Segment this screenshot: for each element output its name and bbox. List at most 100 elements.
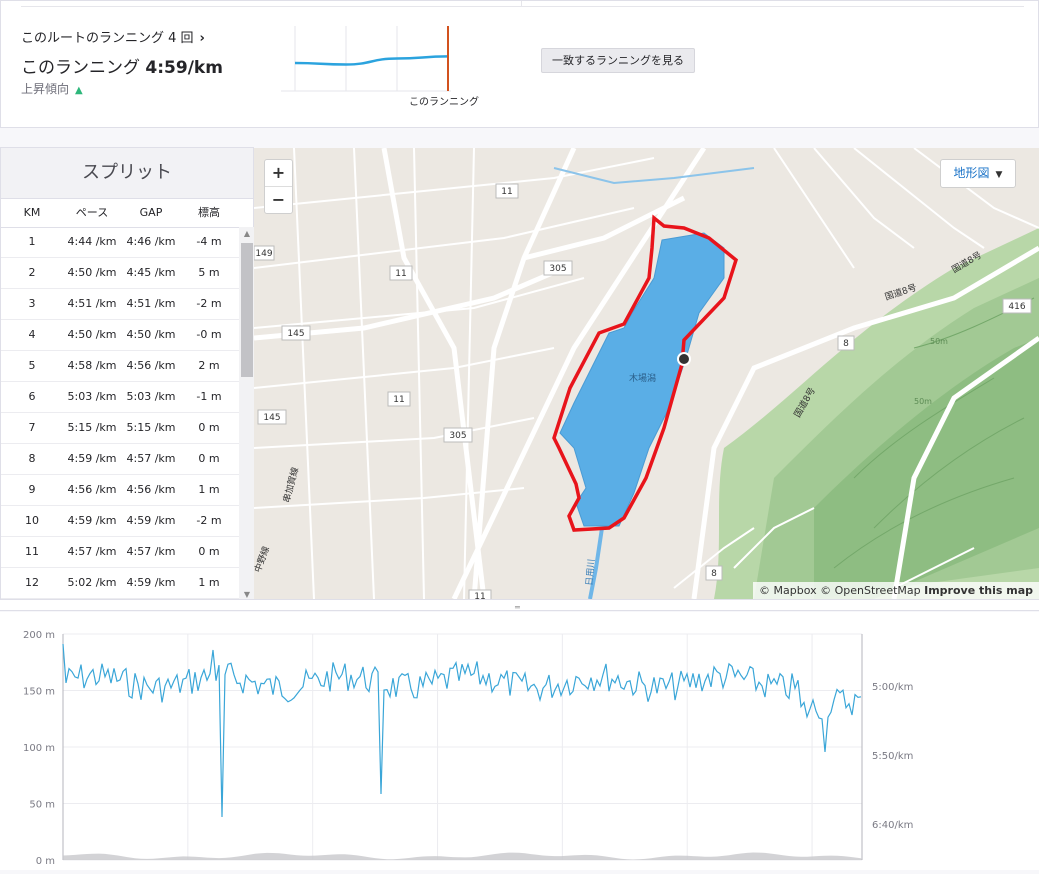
road-shield [254, 245, 275, 261]
road-name-label: 串加賀線 [280, 466, 301, 504]
mapbox-attribution-link[interactable]: © Mapbox [759, 584, 817, 597]
split-pace: 5:03 /km [67, 390, 117, 403]
zoom-out-button[interactable]: − [271, 190, 286, 209]
view-matched-runs-button[interactable]: 一致するランニングを見る [541, 48, 695, 73]
resize-handle[interactable]: ═ [0, 599, 1039, 612]
split-km: 7 [28, 421, 36, 434]
scroll-thumb[interactable] [241, 243, 253, 377]
map-layer-dropdown[interactable]: 地形図 ▼ [940, 159, 1016, 188]
split-elevation: -2 m [196, 514, 222, 527]
split-row[interactable]: 2 4:50 /km 4:45 /km 5 m [1, 258, 239, 289]
checkered-flag-icon[interactable] [677, 352, 691, 366]
splits-table-body[interactable]: 1 4:44 /km 4:46 /km -4 m 2 4:50 /km 4:45 /km 5 … [1, 227, 239, 602]
split-row[interactable]: 1 4:44 /km 4:46 /km -4 m [1, 227, 239, 258]
road-shield-label: 145 [263, 413, 280, 423]
elevation-area [63, 852, 862, 860]
map-layer-label: 地形図 [953, 166, 990, 180]
road-shield [837, 335, 855, 351]
route-map[interactable]: 木場潟 11 11 11 11 149 145 145 305 305 8 8 … [254, 148, 1039, 599]
scroll-up-icon[interactable]: ▲ [243, 229, 251, 238]
road-shield-label: 11 [395, 269, 406, 279]
split-gap: 4:56 /km [126, 359, 176, 372]
road-shield-label: 11 [501, 187, 512, 197]
split-elevation: 0 m [198, 545, 220, 558]
trend-chart: このランニング [281, 26, 479, 108]
elevation-axis-label: 200 m [23, 630, 55, 641]
split-row[interactable]: 9 4:56 /km 4:56 /km 1 m [1, 475, 239, 506]
minor-roads [254, 148, 1039, 599]
split-km: 4 [28, 328, 36, 341]
split-pace: 4:50 /km [67, 328, 117, 341]
road-shield [443, 427, 473, 443]
split-elevation: -2 m [196, 297, 222, 310]
road-shield [1002, 298, 1032, 314]
split-pace: 4:44 /km [67, 235, 117, 248]
contour-label: 50m [914, 397, 932, 406]
split-elevation: 1 m [198, 576, 220, 589]
contour-label: 50m [930, 337, 948, 346]
header-pace: ペース [75, 206, 109, 219]
split-row[interactable]: 6 5:03 /km 5:03 /km -1 m [1, 382, 239, 413]
header-km: KM [23, 206, 41, 219]
splits-header: KM ペース GAP 標高 [1, 199, 253, 228]
elevation-axis-label: 50 m [29, 800, 55, 811]
road-shield [495, 183, 519, 199]
split-pace: 4:59 /km [67, 452, 117, 465]
split-gap: 4:46 /km [126, 235, 176, 248]
splits-scrollbar[interactable]: ▲ ▼ [239, 227, 255, 602]
split-gap: 4:51 /km [126, 297, 176, 310]
split-row[interactable]: 8 4:59 /km 4:57 /km 0 m [1, 444, 239, 475]
road-shield-label: 416 [1008, 302, 1025, 312]
road-shield [387, 391, 411, 407]
route-count-link[interactable]: このルートのランニング 4 回 › [21, 27, 205, 46]
road-shield [281, 325, 311, 341]
split-elevation: 1 m [198, 483, 220, 496]
route-line [552, 214, 739, 532]
scroll-down-icon[interactable]: ▼ [243, 590, 251, 599]
this-run-pace: このランニング 4:59/km [21, 53, 223, 78]
split-row[interactable]: 7 5:15 /km 5:15 /km 0 m [1, 413, 239, 444]
splits-title: スプリット [1, 148, 253, 199]
split-row[interactable]: 4 4:50 /km 4:50 /km -0 m [1, 320, 239, 351]
split-row[interactable]: 11 4:57 /km 4:57 /km 0 m [1, 537, 239, 568]
lake-label: 木場潟 [629, 372, 656, 384]
road-shield-label: 305 [549, 264, 566, 274]
split-row[interactable]: 3 4:51 /km 4:51 /km -2 m [1, 289, 239, 320]
trend-indicator: 上昇傾向 ▲ [21, 80, 83, 97]
road-shield [257, 409, 287, 425]
road-shield-label: 11 [474, 592, 485, 599]
river [553, 167, 755, 185]
split-pace: 4:56 /km [67, 483, 117, 496]
split-gap: 4:50 /km [126, 328, 176, 341]
pace-axis-label: 6:40/km [872, 820, 913, 831]
split-row[interactable]: 5 4:58 /km 4:56 /km 2 m [1, 351, 239, 382]
chevron-right-icon: › [199, 31, 205, 46]
trend-line [294, 55, 449, 66]
osm-attribution-link[interactable]: © OpenStreetMap [820, 584, 921, 597]
header-gap: GAP [139, 206, 163, 219]
split-elevation: 5 m [198, 266, 220, 279]
split-elevation: 0 m [198, 421, 220, 434]
road-shield [468, 589, 492, 599]
road-shield [543, 260, 573, 276]
zoom-in-button[interactable]: + [265, 160, 292, 187]
split-km: 3 [28, 297, 36, 310]
pace-axis-label: 5:50/km [872, 751, 913, 762]
map-attribution: © Mapbox © OpenStreetMap Improve this ma… [753, 582, 1039, 599]
elevation-axis-label: 100 m [23, 743, 55, 754]
route-count-label: このルートのランニング 4 回 [21, 31, 194, 46]
pace-axis-label: 5:00/km [872, 682, 913, 693]
divider [21, 6, 1024, 7]
improve-map-link[interactable]: Improve this map [924, 584, 1033, 597]
split-km: 9 [28, 483, 36, 496]
elevation-pace-chart: 200 m 150 m 100 m 50 m 0 m 5:00/km 5:50/km 6:4… [0, 612, 1039, 870]
split-pace: 4:59 /km [67, 514, 117, 527]
split-gap: 4:59 /km [126, 576, 176, 589]
split-row[interactable]: 12 5:02 /km 4:59 /km 1 m [1, 568, 239, 599]
this-run-label: このランニング [21, 58, 140, 78]
split-gap: 5:15 /km [126, 421, 176, 434]
split-row[interactable]: 10 4:59 /km 4:59 /km -2 m [1, 506, 239, 537]
split-km: 11 [25, 545, 39, 558]
divider [521, 1, 522, 6]
road-shield [705, 565, 723, 581]
